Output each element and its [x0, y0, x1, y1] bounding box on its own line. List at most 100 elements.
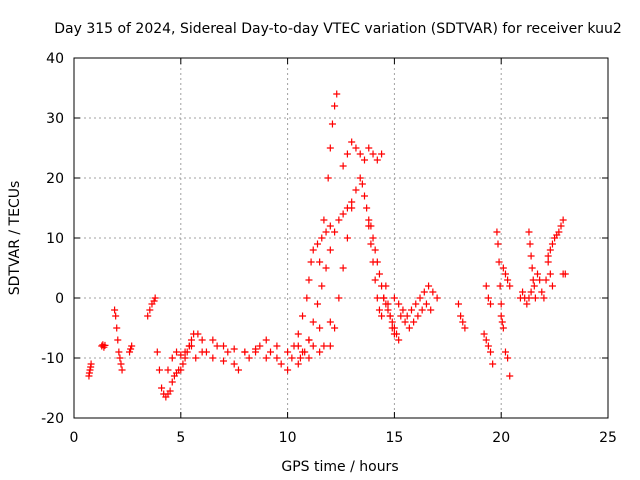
data-point	[414, 312, 422, 320]
data-point	[525, 294, 533, 302]
data-point	[360, 156, 368, 164]
data-point	[496, 282, 504, 290]
data-point	[155, 366, 163, 374]
data-point	[369, 150, 377, 158]
chart-title: Day 315 of 2024, Sidereal Day-to-day VTE…	[54, 21, 622, 37]
data-point	[273, 342, 281, 350]
data-point	[487, 348, 495, 356]
data-point	[529, 276, 537, 284]
data-point	[429, 288, 437, 296]
data-point	[412, 300, 420, 308]
data-point	[538, 288, 546, 296]
data-point	[365, 216, 373, 224]
data-point	[284, 348, 292, 356]
y-tick-label: 30	[46, 111, 64, 127]
data-point	[427, 306, 435, 314]
data-point	[316, 258, 324, 266]
data-point	[390, 294, 398, 302]
data-point	[339, 210, 347, 218]
data-point	[224, 348, 232, 356]
data-point	[365, 222, 373, 230]
data-point	[320, 342, 328, 350]
data-point	[527, 252, 535, 260]
data-point	[335, 216, 343, 224]
data-point	[489, 360, 497, 368]
data-point	[371, 246, 379, 254]
data-point	[339, 264, 347, 272]
data-point	[320, 216, 328, 224]
data-point	[326, 144, 334, 152]
data-point	[177, 351, 185, 359]
data-point	[380, 294, 388, 302]
data-point	[395, 300, 403, 308]
data-point	[209, 354, 217, 362]
data-point	[267, 348, 275, 356]
data-point	[168, 378, 176, 386]
data-point	[144, 312, 152, 320]
data-point	[173, 348, 181, 356]
data-point	[305, 354, 313, 362]
data-point	[363, 204, 371, 212]
data-point	[519, 288, 527, 296]
data-point	[117, 360, 125, 368]
data-point	[544, 252, 552, 260]
data-point	[339, 162, 347, 170]
data-point	[371, 276, 379, 284]
data-point	[111, 306, 119, 314]
data-point	[101, 341, 109, 349]
y-tick-label: 0	[55, 291, 64, 307]
data-point	[348, 138, 356, 146]
data-point	[534, 270, 542, 278]
data-point	[213, 342, 221, 350]
data-point	[494, 240, 502, 248]
data-point	[113, 324, 121, 332]
data-point	[386, 312, 394, 320]
x-tick-label: 15	[385, 430, 403, 446]
data-point	[501, 270, 509, 278]
data-point	[290, 342, 298, 350]
data-point	[504, 276, 512, 284]
data-point	[497, 312, 505, 320]
data-point	[166, 387, 174, 395]
data-point	[294, 330, 302, 338]
data-point	[348, 198, 356, 206]
tick-labels: 0 5 10 15 20 25 -20 -10 0 10 20 30 40	[41, 51, 617, 446]
y-tick-label: 20	[46, 171, 64, 187]
data-point	[555, 228, 563, 236]
data-point	[86, 366, 94, 374]
data-point	[410, 318, 418, 326]
data-point	[234, 366, 242, 374]
data-point	[303, 294, 311, 302]
data-point	[487, 300, 495, 308]
data-point	[262, 336, 270, 344]
data-point	[118, 366, 126, 374]
data-point	[506, 372, 514, 380]
data-point	[326, 342, 334, 350]
data-point	[331, 324, 339, 332]
data-point	[220, 342, 228, 350]
data-point	[375, 306, 383, 314]
data-point	[384, 306, 392, 314]
data-point	[348, 204, 356, 212]
data-point	[151, 294, 159, 302]
data-point	[331, 228, 339, 236]
data-point	[484, 294, 492, 302]
data-point	[343, 150, 351, 158]
data-point	[277, 360, 285, 368]
data-point	[495, 258, 503, 266]
data-point	[388, 324, 396, 332]
data-point	[245, 354, 253, 362]
data-point	[498, 318, 506, 326]
data-point	[179, 360, 187, 368]
x-tick-label: 10	[279, 430, 297, 446]
data-point	[230, 360, 238, 368]
data-point	[177, 366, 185, 374]
data-point	[194, 330, 202, 338]
data-point	[378, 150, 386, 158]
y-tick-label: -20	[41, 411, 64, 427]
data-point	[316, 348, 324, 356]
data-point	[501, 348, 509, 356]
data-point	[198, 336, 206, 344]
data-point	[365, 144, 373, 152]
data-point	[202, 348, 210, 356]
